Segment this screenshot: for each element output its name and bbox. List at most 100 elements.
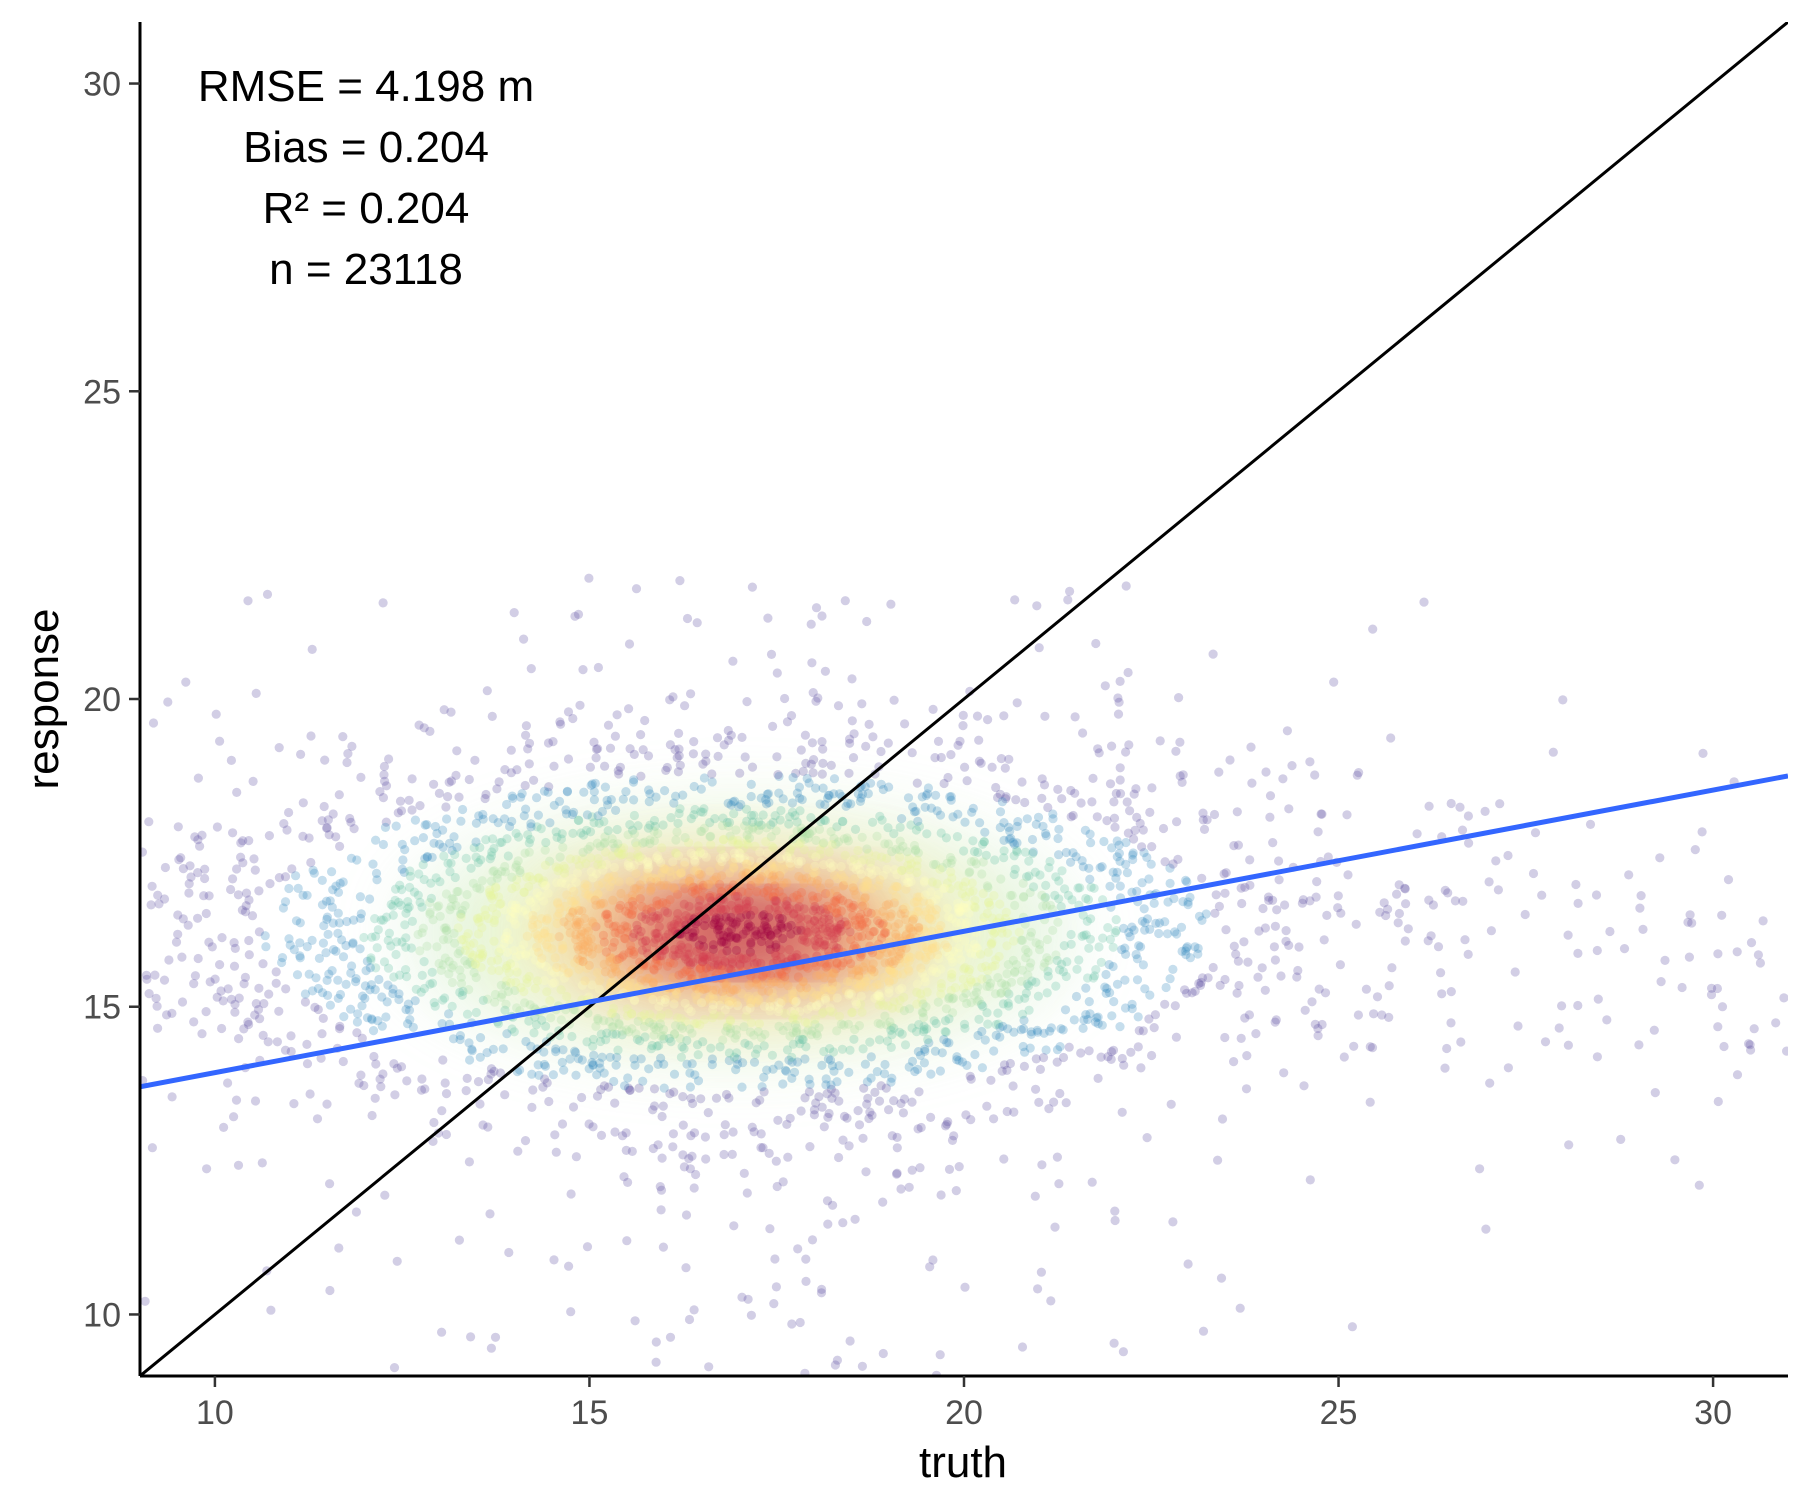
scatter-point — [964, 943, 974, 953]
scatter-point — [529, 775, 539, 785]
scatter-point — [613, 847, 623, 857]
scatter-point — [924, 1038, 934, 1048]
scatter-point — [717, 987, 728, 997]
scatter-point — [942, 1119, 952, 1129]
scatter-point — [914, 892, 924, 902]
scatter-point — [603, 800, 613, 810]
scatter-point — [1010, 595, 1020, 605]
scatter-point — [1245, 855, 1255, 865]
scatter-point — [840, 917, 850, 927]
scatter-point — [751, 974, 761, 984]
scatter-point — [325, 896, 335, 906]
scatter-point — [861, 885, 871, 895]
scatter-point — [682, 965, 692, 975]
scatter-point — [1085, 829, 1095, 839]
scatter-point — [1178, 770, 1188, 780]
scatter-point — [916, 963, 926, 973]
scatter-point — [1130, 825, 1140, 836]
scatter-point — [1111, 926, 1121, 936]
scatter-point — [476, 944, 486, 954]
scatter-point — [934, 924, 944, 935]
scatter-point — [663, 1009, 673, 1019]
scatter-point — [747, 995, 757, 1005]
scatter-point — [651, 792, 661, 802]
scatter-point — [736, 954, 746, 964]
scatter-point — [427, 852, 437, 863]
scatter-point — [759, 1087, 769, 1097]
scatter-point — [859, 973, 870, 983]
scatter-point — [607, 1008, 618, 1018]
scatter-point — [698, 1037, 708, 1047]
scatter-point — [1197, 915, 1207, 926]
scatter-point — [505, 821, 515, 832]
scatter-point — [760, 916, 770, 927]
scatter-point — [630, 995, 640, 1005]
scatter-point — [814, 824, 825, 835]
scatter-point — [1102, 816, 1112, 826]
y-tick-label: 15 — [83, 989, 121, 1027]
scatter-point — [582, 825, 592, 835]
scatter-point — [773, 1115, 783, 1125]
scatter-point — [661, 765, 671, 776]
scatter-point — [726, 912, 736, 923]
scatter-point — [567, 809, 578, 820]
scatter-point — [858, 855, 869, 865]
scatter-point — [237, 905, 247, 915]
scatter-point — [849, 1034, 859, 1044]
scatter-point — [815, 905, 825, 915]
scatter-point — [762, 976, 772, 987]
scatter-point — [304, 969, 314, 979]
scatter-point — [338, 877, 348, 887]
scatter-point — [728, 1127, 738, 1137]
scatter-point — [803, 833, 813, 843]
scatter-point — [1193, 949, 1203, 959]
scatter-point — [322, 823, 332, 833]
scatter-point — [765, 930, 775, 940]
scatter-point — [1105, 988, 1115, 998]
scatter-point — [391, 949, 401, 960]
scatter-point — [653, 933, 664, 943]
scatter-point — [575, 700, 585, 710]
scatter-point — [574, 861, 585, 871]
scatter-point — [399, 867, 409, 878]
scatter-point — [637, 945, 648, 955]
scatter-point — [939, 1034, 949, 1045]
scatter-point — [631, 584, 642, 594]
scatter-point — [342, 757, 352, 768]
scatter-point — [240, 907, 251, 917]
scatter-point — [761, 922, 772, 932]
scatter-point — [632, 920, 642, 930]
scatter-point — [1137, 842, 1147, 852]
scatter-point — [811, 961, 821, 971]
scatter-point — [852, 979, 862, 989]
scatter-point — [1101, 988, 1111, 999]
scatter-point — [247, 911, 258, 921]
scatter-point — [734, 903, 744, 913]
scatter-point — [521, 951, 531, 961]
scatter-point — [672, 915, 682, 925]
scatter-point — [681, 954, 691, 964]
scatter-point — [823, 927, 833, 937]
scatter-point — [656, 1009, 666, 1020]
scatter-point — [700, 921, 710, 931]
scatter-point — [609, 937, 619, 947]
scatter-point — [811, 904, 821, 914]
scatter-point — [1115, 789, 1126, 799]
scatter-point — [1007, 890, 1017, 901]
scatter-point — [744, 825, 754, 835]
scatter-point — [743, 993, 753, 1003]
scatter-point — [367, 1110, 377, 1121]
scatter-point — [1008, 837, 1018, 847]
scatter-point — [1018, 878, 1028, 889]
scatter-point — [872, 979, 882, 989]
scatter-point — [911, 845, 921, 855]
scatter-point — [729, 1052, 740, 1062]
scatter-point — [876, 996, 886, 1006]
scatter-point — [415, 897, 425, 908]
scatter-point — [707, 777, 717, 787]
scatter-point — [374, 974, 384, 985]
scatter-point — [762, 848, 773, 858]
scatter-point — [917, 995, 927, 1005]
scatter-point — [573, 942, 583, 952]
scatter-point — [803, 863, 813, 873]
